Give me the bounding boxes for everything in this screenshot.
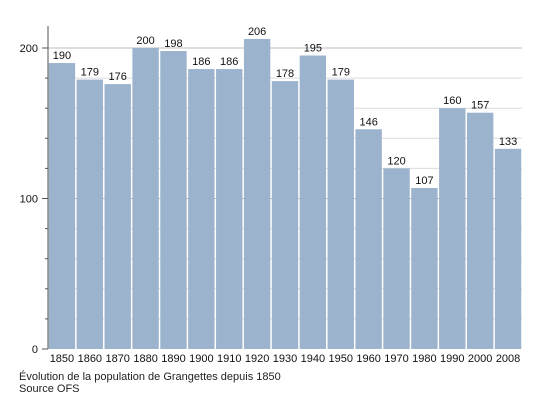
bar [271, 81, 299, 350]
axes: 1850 1860 1870 1880 1890 1900 1910 1920 1930 1940… [20, 26, 520, 365]
data-label: 176 [109, 71, 127, 83]
data-label: 179 [81, 67, 99, 79]
x-tick-label: 1960 [356, 353, 380, 365]
bar [299, 55, 327, 350]
x-tick-label: 1930 [273, 353, 297, 365]
bar [76, 79, 104, 349]
bar [243, 38, 271, 349]
bars [48, 38, 522, 350]
y-tick-label: 0 [32, 344, 38, 356]
x-tick-label: 1860 [78, 353, 102, 365]
x-tick-label: 1890 [161, 353, 185, 365]
bar [48, 63, 76, 350]
data-label: 107 [415, 175, 433, 187]
bar [188, 69, 215, 349]
data-label: 198 [164, 38, 182, 50]
chart-caption: Évolution de la population de Grangettes… [19, 371, 281, 383]
bar [104, 84, 131, 350]
bar [494, 148, 522, 349]
x-tick-label: 2008 [496, 353, 520, 365]
bar [439, 108, 466, 349]
data-labels: 190 179 176 200 198 186 186 206 178 195 179 146 120 1… [53, 26, 517, 187]
data-label: 206 [248, 26, 266, 38]
data-label: 195 [304, 43, 322, 55]
data-label: 186 [220, 56, 238, 68]
x-tick-label: 1920 [245, 353, 269, 365]
bar [327, 79, 354, 349]
data-label: 157 [471, 100, 489, 112]
bar [160, 51, 187, 349]
chart-source: Source OFS [19, 383, 80, 395]
bar [355, 129, 382, 349]
data-label: 178 [276, 68, 294, 80]
x-tick-label: 1990 [440, 353, 464, 365]
data-label: 120 [387, 155, 405, 167]
y-tick-label: 100 [20, 194, 38, 206]
y-tick-label: 200 [20, 43, 38, 55]
data-label: 190 [53, 50, 71, 62]
data-label: 133 [499, 136, 517, 148]
data-label: 160 [443, 95, 461, 107]
x-tick-label: 1910 [217, 353, 241, 365]
x-tick-label: 2000 [468, 353, 492, 365]
bar [411, 187, 438, 349]
bar [132, 48, 159, 349]
x-tick-label: 1900 [189, 353, 213, 365]
x-tick-label: 1880 [133, 353, 157, 365]
data-label: 179 [332, 67, 350, 79]
data-label: 186 [192, 56, 210, 68]
x-tick-label: 1950 [329, 353, 353, 365]
bar [466, 112, 494, 349]
data-label: 200 [136, 35, 154, 47]
x-tick-label: 1980 [412, 353, 436, 365]
x-tick-label: 1940 [301, 353, 325, 365]
data-label: 146 [359, 116, 377, 128]
x-tick-label: 1870 [105, 353, 129, 365]
x-tick-label: 1970 [384, 353, 408, 365]
bar [383, 168, 410, 349]
bar [216, 69, 243, 349]
x-tick-label: 1850 [50, 353, 74, 365]
